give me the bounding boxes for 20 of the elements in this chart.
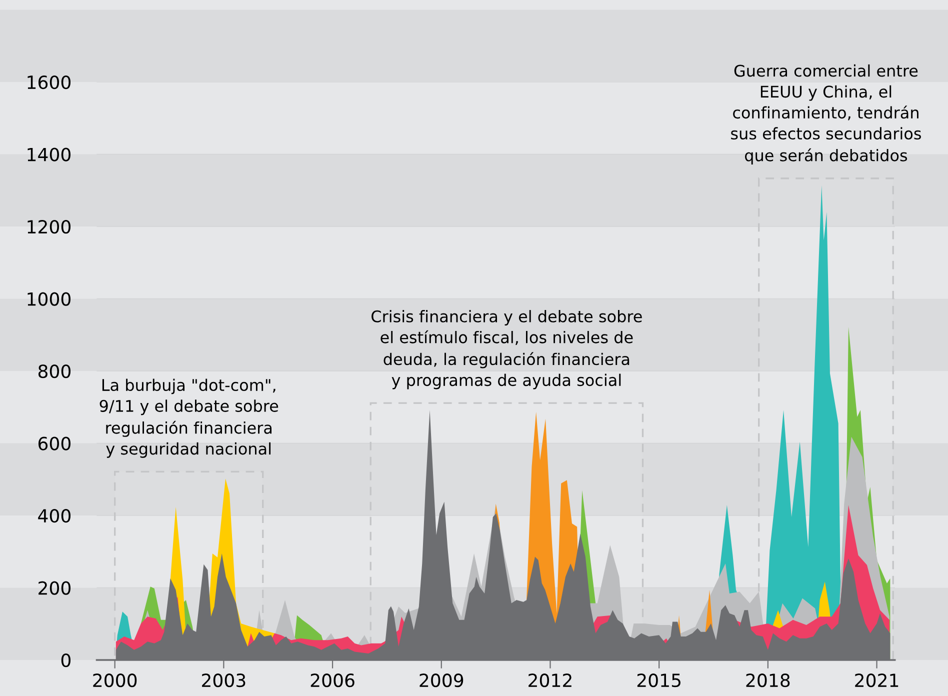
band-label: Crisis financiera y el debate sobre el estímulo fiscal, los niveles de deuda, la regulación financiera y programas de ayuda social xyxy=(372,310,642,390)
y-tick-label: 1200 xyxy=(28,220,70,234)
y-tick-label: 800 xyxy=(38,364,70,378)
y-tick-label: 0 xyxy=(61,653,70,668)
x-tick-label: 2003 xyxy=(202,674,246,688)
x-tick-label: 2015 xyxy=(637,674,680,688)
y-tick-label: 1000 xyxy=(28,292,70,306)
x-tick-label: 2021 xyxy=(855,674,898,688)
y-tick-label: 200 xyxy=(38,581,70,595)
y-tick-label: 1400 xyxy=(28,148,70,162)
band-label: Guerra comercial entre EEUU y China, el confinamiento, tendrán sus efectos secundarios que serán debatidos xyxy=(731,64,921,164)
x-tick-label: 2018 xyxy=(746,674,790,688)
y-tick-label: 1600 xyxy=(28,75,70,90)
x-tick-label: 2006 xyxy=(310,674,354,688)
band-label: La burbuja "dot-com", 9/11 y el debate sobre regulación financiera y seguridad nacional xyxy=(100,378,278,458)
y-tick-label: 400 xyxy=(38,508,70,523)
y-tick-label: 600 xyxy=(38,436,70,450)
x-tick-label: 2000 xyxy=(93,674,137,688)
x-tick-label: 2012 xyxy=(528,674,572,688)
x-tick-label: 2009 xyxy=(420,674,464,688)
